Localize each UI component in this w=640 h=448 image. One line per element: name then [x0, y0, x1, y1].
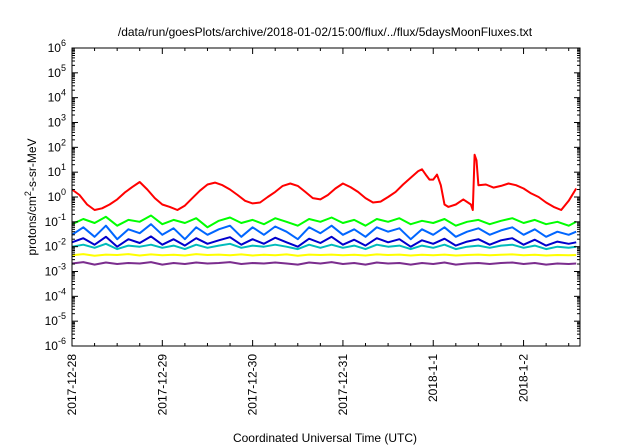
series-line-5 [71, 242, 577, 251]
series-layer [71, 153, 578, 266]
y-tick-label: 102 [48, 137, 66, 154]
y-tick-label: 10-5 [45, 311, 66, 328]
y-tick-label: 101 [48, 162, 66, 179]
x-tick-label: 2017-12-29 [155, 354, 169, 416]
series-line-6 [71, 253, 577, 257]
y-tick-label: 106 [48, 38, 66, 55]
series-line-7 [71, 261, 577, 266]
x-axis-label: Coordinated Universal Time (UTC) [233, 431, 417, 445]
chart-title: /data/run/goesPlots/archive/2018-01-02/1… [118, 25, 533, 39]
y-tick-label: 10-4 [45, 286, 66, 303]
y-tick-label: 104 [48, 88, 66, 105]
series-line-1 [71, 153, 578, 211]
x-tick-label: 2018-1-2 [517, 354, 531, 402]
y-tick-label: 10-1 [45, 212, 66, 229]
series-line-4 [71, 235, 577, 248]
y-axis: 10-6 10-5 10-4 10-3 10-2 10-1 100 101 102 103 104 1… [45, 38, 580, 353]
y-tick-label: 10-3 [45, 262, 66, 279]
series-line-2 [71, 214, 577, 229]
y-tick-label: 10-2 [45, 237, 66, 254]
y-tick-label: 10-6 [45, 336, 66, 353]
y-tick-label: 103 [48, 113, 66, 130]
x-tick-label: 2017-12-30 [246, 354, 260, 416]
series-line-3 [71, 223, 577, 241]
y-tick-label: 100 [48, 187, 66, 204]
x-axis: 2017-12-28 2017-12-29 2017-12-30 2017-12-31… [65, 48, 570, 416]
y-axis-label: protons/cm2-s-sr-MeV [23, 138, 39, 255]
x-tick-label: 2018-1-1 [426, 354, 440, 402]
x-tick-label: 2017-12-31 [336, 354, 350, 416]
y-tick-label: 105 [48, 63, 66, 80]
x-tick-label: 2017-12-28 [65, 354, 79, 416]
